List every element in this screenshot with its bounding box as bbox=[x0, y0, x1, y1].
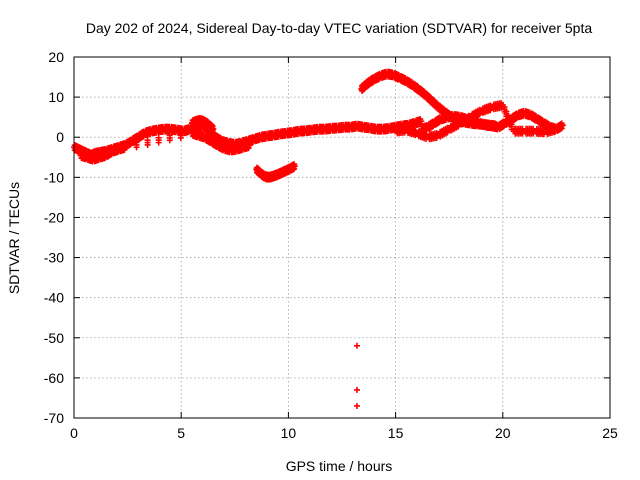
x-tick-label: 15 bbox=[388, 425, 404, 441]
x-tick-label: 20 bbox=[495, 425, 511, 441]
chart-title: Day 202 of 2024, Sidereal Day-to-day VTE… bbox=[86, 20, 593, 36]
data-point bbox=[558, 125, 565, 132]
data-point bbox=[455, 123, 462, 130]
y-tick-label: 10 bbox=[48, 89, 64, 105]
data-point bbox=[487, 107, 494, 114]
x-tick-labels: 0 5 10 15 20 25 bbox=[70, 425, 618, 441]
y-tick-label: -70 bbox=[44, 410, 64, 426]
data-point bbox=[177, 134, 184, 141]
y-tick-label: -60 bbox=[44, 370, 64, 386]
y-tick-label: 20 bbox=[48, 49, 64, 65]
data-point bbox=[155, 139, 162, 146]
grid bbox=[74, 57, 610, 418]
x-tick-label: 10 bbox=[281, 425, 297, 441]
y-tick-labels: -70 -60 -50 -40 -30 -20 -10 0 10 20 bbox=[44, 49, 64, 426]
data-point bbox=[559, 122, 566, 129]
y-tick-label: -20 bbox=[44, 209, 64, 225]
data-point-outlier bbox=[354, 402, 361, 409]
plot-frame bbox=[73, 56, 611, 419]
y-tick-label: -40 bbox=[44, 290, 64, 306]
data-point bbox=[476, 111, 483, 118]
data-point bbox=[444, 129, 451, 136]
data-points bbox=[71, 68, 566, 409]
data-point bbox=[133, 144, 140, 151]
y-tick-label: 0 bbox=[56, 129, 64, 145]
data-point bbox=[166, 137, 173, 144]
data-point-outlier bbox=[354, 342, 361, 349]
y-tick-label: -10 bbox=[44, 169, 64, 185]
y-tick-label: -30 bbox=[44, 250, 64, 266]
data-point bbox=[144, 141, 151, 148]
data-point-outlier bbox=[354, 386, 361, 393]
data-point bbox=[553, 126, 560, 133]
data-point bbox=[210, 126, 217, 133]
y-tick-label: -50 bbox=[44, 330, 64, 346]
x-tick-label: 25 bbox=[602, 425, 618, 441]
y-axis-label: SDTVAR / TECUs bbox=[6, 182, 22, 294]
data-point bbox=[291, 163, 298, 170]
x-tick-label: 5 bbox=[177, 425, 185, 441]
x-tick-label: 0 bbox=[70, 425, 78, 441]
data-point bbox=[465, 117, 472, 124]
data-point bbox=[418, 118, 425, 125]
data-point bbox=[122, 144, 129, 151]
data-point bbox=[246, 142, 253, 149]
x-axis-label: GPS time / hours bbox=[286, 458, 393, 474]
